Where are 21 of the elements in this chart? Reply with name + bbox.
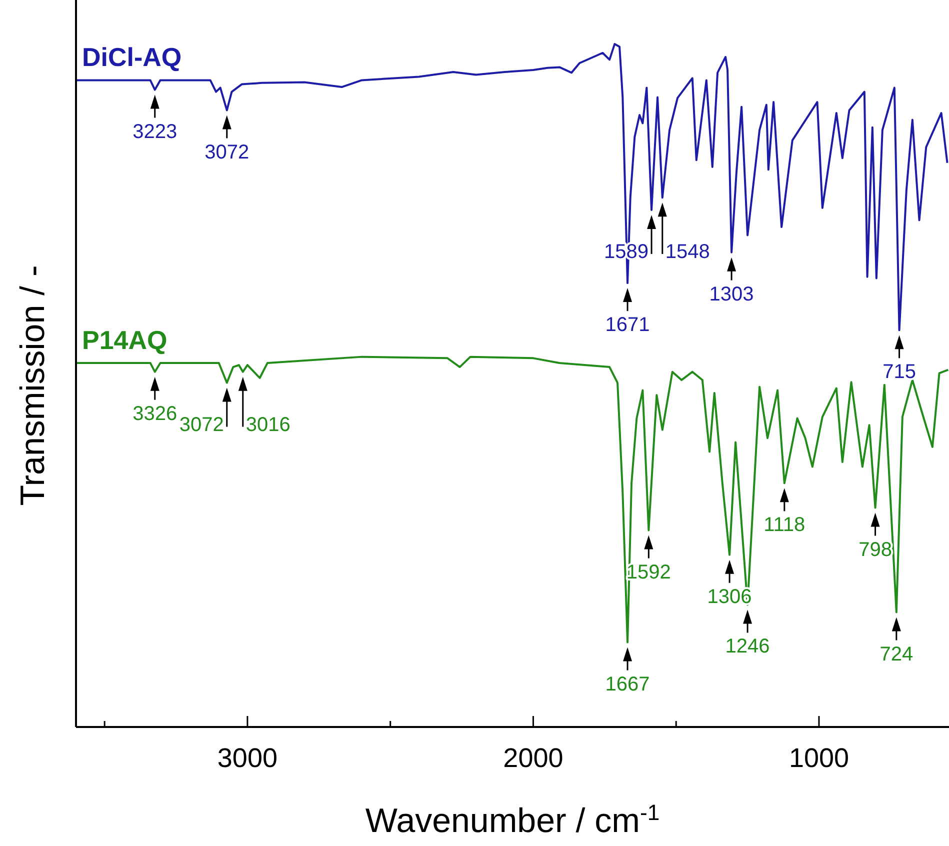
x-tick-label: 2000 [503, 743, 564, 773]
x-tick-label: 1000 [788, 743, 850, 773]
annotation: 3223 [132, 120, 178, 143]
annotation: 724 [880, 643, 914, 666]
annotation: 715 [882, 361, 916, 384]
annotation: 3072 [179, 414, 224, 436]
annotation: 1118 [764, 514, 806, 536]
annotation: 1548 [665, 240, 710, 263]
series-label: DiCl-AQ [82, 42, 182, 72]
annotation: 1671 [605, 314, 650, 336]
y-axis-title: Transmission / - [14, 265, 52, 506]
x-axis-title: Wavenumber / cm$^{-1}$ [365, 800, 660, 840]
x-tick-label: 3000 [217, 743, 278, 773]
annotation: 3326 [132, 402, 178, 425]
annotation: 1667 [605, 673, 650, 696]
annotation: 798 [858, 538, 892, 561]
annotation: 3072 [204, 141, 250, 164]
annotation: 3016 [246, 414, 290, 436]
annotation: 1246 [725, 636, 770, 658]
annotation: 1303 [709, 283, 754, 306]
series-label: P14AQ [82, 324, 168, 355]
